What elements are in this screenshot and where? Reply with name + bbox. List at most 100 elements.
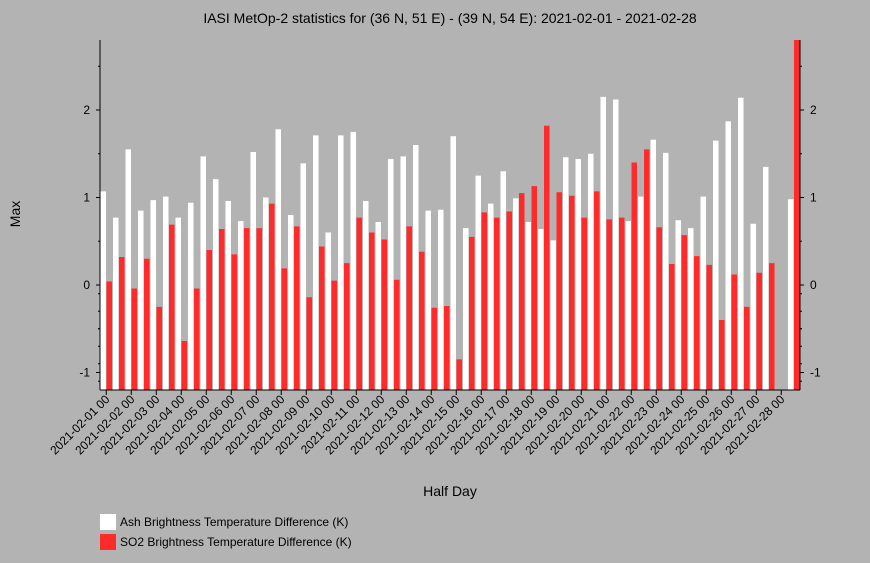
so2-bar xyxy=(206,250,212,390)
so2-bar xyxy=(719,320,725,390)
chart-title: IASI MetOp-2 statistics for (36 N, 51 E)… xyxy=(203,10,697,26)
so2-bar xyxy=(544,125,550,390)
ash-bar xyxy=(388,159,394,390)
so2-bar xyxy=(406,226,412,391)
so2-bar xyxy=(731,274,737,390)
ash-bar xyxy=(763,166,769,390)
ash-bar xyxy=(600,96,606,390)
so2-bar xyxy=(356,217,362,391)
ash-bar xyxy=(738,97,744,390)
ash-bar xyxy=(450,136,456,390)
ash-bar xyxy=(213,179,219,391)
so2-bar xyxy=(244,228,250,391)
ash-bar xyxy=(538,229,544,390)
so2-bar xyxy=(444,306,450,390)
ash-bar xyxy=(113,217,119,391)
so2-bar xyxy=(506,211,512,390)
ash-bar xyxy=(613,99,619,390)
so2-bar xyxy=(744,306,750,391)
ash-bar xyxy=(413,145,419,390)
ash-bar xyxy=(338,135,344,391)
so2-bar xyxy=(319,246,325,390)
bars-group xyxy=(100,40,800,391)
so2-bar xyxy=(431,307,437,390)
so2-bar xyxy=(794,40,800,390)
legend-swatch-so2 xyxy=(100,534,116,550)
ash-bar xyxy=(288,215,294,390)
so2-bar xyxy=(769,263,775,391)
ash-bar xyxy=(663,152,669,391)
so2-bar xyxy=(706,264,712,391)
so2-bar xyxy=(419,251,425,390)
ash-bar xyxy=(625,221,631,391)
y-tick-label-right: 2 xyxy=(810,103,817,117)
so2-bar xyxy=(556,192,562,390)
so2-bar xyxy=(131,288,137,390)
so2-bar xyxy=(369,232,375,390)
ash-bar xyxy=(513,198,519,391)
so2-bar xyxy=(119,257,125,390)
ash-bar xyxy=(550,240,556,391)
legend-label-ash: Ash Brightness Temperature Difference (K… xyxy=(120,515,349,529)
y-tick-label-left: 1 xyxy=(83,191,90,205)
so2-bar xyxy=(656,227,662,390)
ash-bar xyxy=(150,200,156,391)
ash-bar xyxy=(525,222,531,390)
ash-bar xyxy=(650,139,656,390)
ash-bar xyxy=(238,221,244,391)
so2-bar xyxy=(181,341,187,390)
so2-bar xyxy=(531,186,537,391)
ash-bar xyxy=(788,199,794,390)
so2-bar xyxy=(631,162,637,390)
so2-bar xyxy=(269,203,275,391)
so2-bar xyxy=(381,239,387,390)
ash-bar xyxy=(688,228,694,391)
x-axis-label: Half Day xyxy=(423,483,477,499)
so2-bar xyxy=(106,281,112,390)
ash-bar xyxy=(300,163,306,391)
ash-bar xyxy=(175,217,181,391)
so2-bar xyxy=(644,149,650,391)
so2-bar xyxy=(519,193,525,391)
so2-bar xyxy=(456,359,462,391)
so2-bar xyxy=(331,280,337,391)
ash-bar xyxy=(700,196,706,391)
ash-bar xyxy=(400,156,406,391)
y-tick-label-right: -1 xyxy=(810,366,821,380)
ash-bar xyxy=(350,131,356,391)
ash-bar xyxy=(263,197,269,390)
so2-bar xyxy=(606,219,612,391)
ash-bar xyxy=(100,191,106,391)
ash-bar xyxy=(750,223,756,390)
ash-bar xyxy=(713,140,719,390)
ash-bar xyxy=(163,196,169,391)
so2-bar xyxy=(681,235,687,391)
y-tick-label-left: 0 xyxy=(83,278,90,292)
so2-bar xyxy=(569,195,575,390)
legend-item-ash: Ash Brightness Temperature Difference (K… xyxy=(100,512,352,532)
ash-bar xyxy=(488,203,494,391)
so2-bar xyxy=(144,258,150,390)
so2-bar xyxy=(669,264,675,390)
so2-bar xyxy=(156,306,162,391)
so2-bar xyxy=(469,236,475,391)
ash-bar xyxy=(313,135,319,391)
ash-bar xyxy=(438,209,444,390)
ash-bar xyxy=(725,121,731,391)
so2-bar xyxy=(756,272,762,390)
so2-bar xyxy=(694,256,700,391)
ash-bar xyxy=(675,220,681,390)
so2-bar xyxy=(619,217,625,391)
ash-bar xyxy=(138,210,144,390)
so2-bar xyxy=(219,229,225,390)
ash-bar xyxy=(125,149,131,391)
so2-bar xyxy=(231,254,237,390)
so2-bar xyxy=(494,217,500,391)
ash-bar xyxy=(638,196,644,391)
so2-bar xyxy=(306,297,312,390)
y-tick-label-right: 1 xyxy=(810,191,817,205)
ash-bar xyxy=(225,201,231,390)
legend-swatch-ash xyxy=(100,514,116,530)
so2-bar xyxy=(256,228,262,391)
